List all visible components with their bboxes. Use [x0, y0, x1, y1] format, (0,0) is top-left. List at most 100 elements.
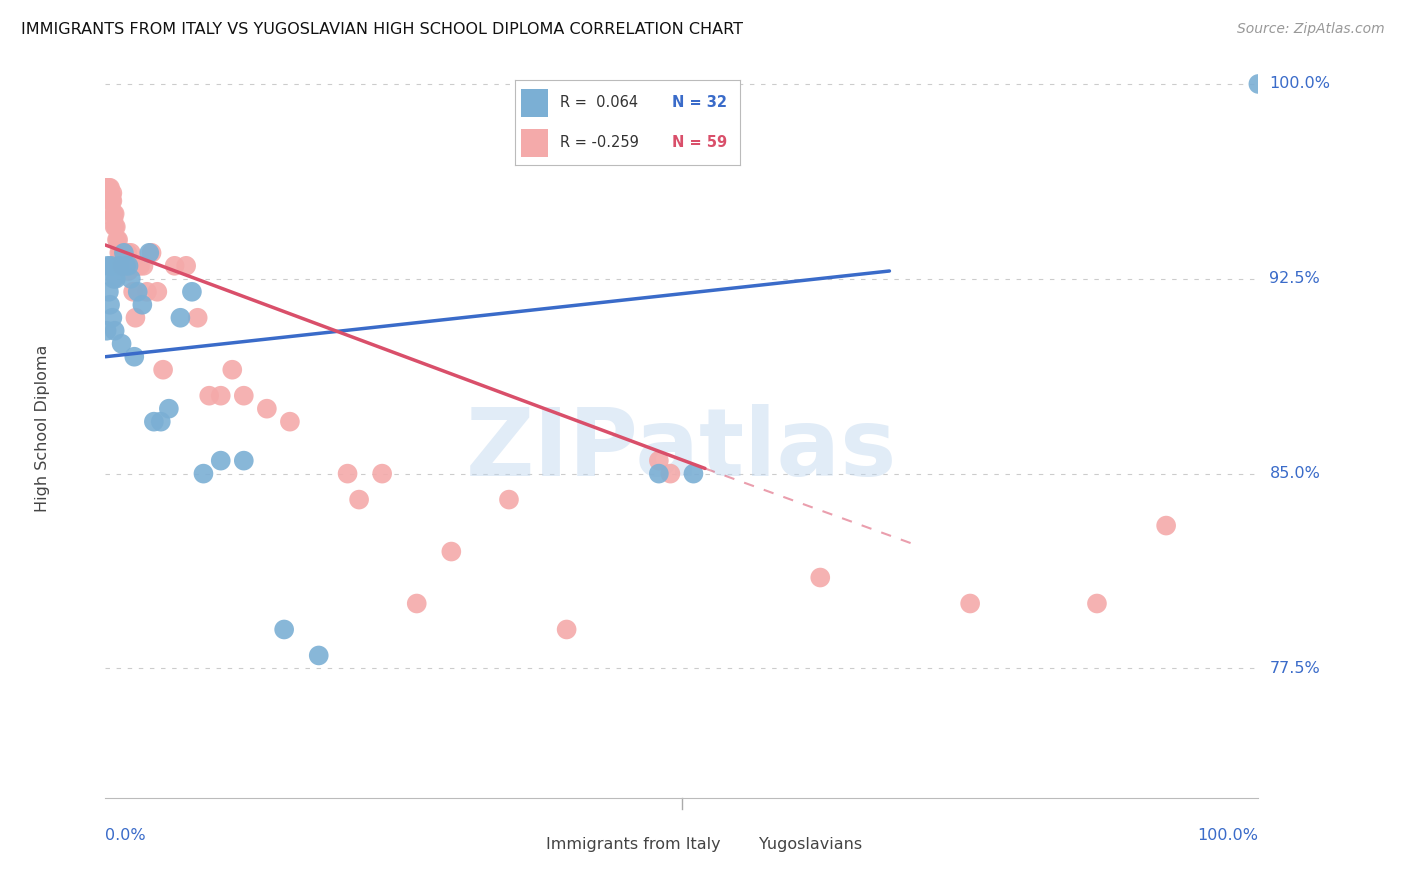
- Point: [122, 285, 145, 299]
- Point: [124, 350, 146, 364]
- Point: [371, 467, 394, 481]
- Text: 92.5%: 92.5%: [1270, 271, 1320, 286]
- Point: [104, 272, 127, 286]
- FancyBboxPatch shape: [503, 835, 536, 854]
- Point: [146, 285, 169, 299]
- Point: [100, 188, 122, 202]
- Point: [198, 389, 221, 403]
- Point: [440, 544, 463, 558]
- Point: [273, 623, 295, 637]
- Point: [209, 453, 232, 467]
- Point: [112, 245, 135, 260]
- Point: [180, 285, 204, 299]
- Point: [100, 194, 122, 208]
- Point: [104, 207, 127, 221]
- Point: [127, 259, 149, 273]
- Point: [97, 181, 120, 195]
- Point: [98, 186, 121, 200]
- Text: Immigrants from Italy: Immigrants from Italy: [546, 838, 720, 853]
- Point: [104, 219, 127, 234]
- Point: [103, 272, 125, 286]
- Point: [120, 272, 142, 286]
- Point: [127, 285, 149, 299]
- Text: Yugoslavians: Yugoslavians: [759, 838, 862, 853]
- Point: [169, 310, 191, 325]
- Point: [648, 453, 671, 467]
- Point: [97, 186, 120, 200]
- Point: [347, 492, 370, 507]
- Point: [101, 186, 124, 200]
- Text: 85.0%: 85.0%: [1270, 467, 1320, 481]
- Point: [221, 362, 243, 376]
- Point: [110, 245, 132, 260]
- Point: [131, 298, 153, 312]
- Point: [648, 467, 671, 481]
- Point: [103, 207, 125, 221]
- Point: [141, 245, 163, 260]
- Point: [163, 259, 186, 273]
- Point: [100, 259, 122, 273]
- Point: [96, 181, 118, 195]
- Point: [100, 194, 122, 208]
- Point: [1154, 518, 1177, 533]
- Point: [498, 492, 520, 507]
- Point: [808, 570, 831, 584]
- Point: [108, 259, 131, 273]
- Point: [142, 415, 165, 429]
- Point: [117, 245, 139, 260]
- Point: [98, 181, 121, 195]
- Point: [209, 389, 232, 403]
- Point: [959, 597, 981, 611]
- Point: [124, 310, 146, 325]
- Point: [104, 324, 127, 338]
- Point: [108, 245, 131, 260]
- Text: IMMIGRANTS FROM ITALY VS YUGOSLAVIAN HIGH SCHOOL DIPLOMA CORRELATION CHART: IMMIGRANTS FROM ITALY VS YUGOSLAVIAN HIG…: [21, 22, 744, 37]
- Point: [115, 259, 138, 273]
- Point: [193, 467, 215, 481]
- Point: [136, 285, 159, 299]
- Point: [117, 259, 139, 273]
- Point: [117, 264, 139, 278]
- Point: [555, 623, 578, 637]
- Point: [232, 389, 254, 403]
- Text: 77.5%: 77.5%: [1270, 661, 1320, 676]
- Text: 0.0%: 0.0%: [105, 828, 146, 843]
- Point: [97, 259, 120, 273]
- Point: [157, 401, 180, 416]
- Point: [97, 285, 120, 299]
- Point: [308, 648, 330, 663]
- Point: [405, 597, 427, 611]
- Point: [107, 233, 129, 247]
- Point: [110, 259, 132, 273]
- Point: [682, 467, 704, 481]
- Point: [104, 219, 127, 234]
- Point: [105, 233, 128, 247]
- Point: [98, 298, 121, 312]
- Point: [96, 324, 118, 338]
- Point: [111, 259, 134, 273]
- Point: [103, 212, 125, 227]
- Point: [132, 259, 155, 273]
- Text: High School Diploma: High School Diploma: [35, 344, 49, 512]
- Point: [174, 259, 197, 273]
- Point: [152, 362, 174, 376]
- Point: [115, 259, 138, 273]
- FancyBboxPatch shape: [717, 835, 749, 854]
- Point: [187, 310, 209, 325]
- Point: [1247, 77, 1270, 91]
- Point: [659, 467, 682, 481]
- Point: [96, 181, 118, 195]
- Point: [101, 194, 124, 208]
- Text: ZIPatlas: ZIPatlas: [467, 404, 897, 496]
- Point: [149, 415, 172, 429]
- Point: [278, 415, 301, 429]
- Point: [336, 467, 359, 481]
- Point: [232, 453, 254, 467]
- Text: 100.0%: 100.0%: [1198, 828, 1258, 843]
- Point: [97, 186, 120, 200]
- Point: [110, 336, 132, 351]
- Point: [138, 245, 160, 260]
- Point: [1085, 597, 1108, 611]
- Point: [256, 401, 278, 416]
- Text: Source: ZipAtlas.com: Source: ZipAtlas.com: [1237, 22, 1385, 37]
